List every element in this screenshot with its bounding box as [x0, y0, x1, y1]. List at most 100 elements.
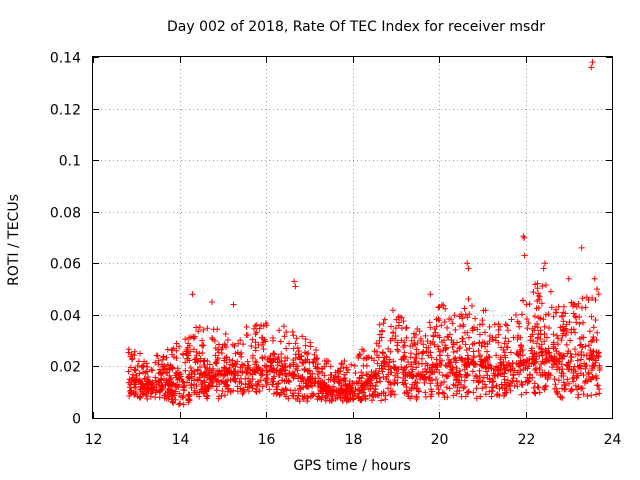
- data-point: [539, 283, 546, 290]
- data-point: [413, 364, 420, 371]
- data-point: [253, 321, 260, 328]
- data-point: [177, 394, 184, 401]
- data-point: [380, 358, 387, 365]
- data-point: [400, 318, 407, 325]
- data-point: [274, 380, 281, 387]
- data-point: [565, 380, 572, 387]
- data-point: [326, 387, 333, 394]
- data-point: [401, 342, 408, 349]
- data-point: [263, 375, 270, 382]
- data-point: [478, 356, 485, 363]
- data-point: [541, 323, 548, 330]
- data-point: [480, 362, 487, 369]
- data-point: [190, 346, 197, 353]
- data-point: [590, 324, 597, 331]
- data-point: [507, 363, 514, 370]
- data-point: [276, 371, 283, 378]
- data-point: [301, 367, 308, 374]
- data-point: [562, 331, 569, 338]
- data-point: [221, 340, 228, 347]
- data-point: [495, 326, 502, 333]
- data-point: [344, 395, 351, 402]
- data-point: [240, 362, 247, 369]
- data-point: [376, 374, 383, 381]
- data-point: [504, 344, 511, 351]
- data-point: [520, 362, 527, 369]
- data-point: [174, 365, 181, 372]
- data-point: [470, 389, 477, 396]
- data-point: [170, 391, 177, 398]
- data-point: [477, 393, 484, 400]
- data-point: [525, 320, 532, 327]
- data-point: [307, 382, 314, 389]
- data-point: [485, 365, 492, 372]
- data-point: [291, 278, 298, 285]
- data-point: [125, 368, 132, 375]
- data-point: [137, 350, 144, 357]
- data-point: [427, 380, 434, 387]
- data-point: [459, 338, 466, 345]
- data-point: [374, 360, 381, 367]
- data-point: [152, 359, 159, 366]
- data-point: [542, 383, 549, 390]
- data-point: [172, 396, 179, 403]
- data-point: [585, 297, 592, 304]
- data-point: [392, 325, 399, 332]
- data-point: [268, 376, 275, 383]
- data-point: [507, 349, 514, 356]
- data-point: [456, 387, 463, 394]
- data-point: [561, 353, 568, 360]
- data-point: [517, 342, 524, 349]
- data-point: [313, 365, 320, 372]
- data-point: [436, 303, 443, 310]
- data-point: [180, 351, 187, 358]
- data-point: [566, 319, 573, 326]
- data-point: [200, 327, 207, 334]
- data-point: [302, 342, 309, 349]
- data-point: [385, 345, 392, 352]
- data-point: [299, 333, 306, 340]
- data-point: [462, 341, 469, 348]
- data-point: [230, 387, 237, 394]
- data-point: [327, 363, 334, 370]
- data-point: [587, 350, 594, 357]
- data-point: [594, 382, 601, 389]
- data-point: [560, 303, 567, 310]
- data-point: [212, 359, 219, 366]
- data-point: [483, 368, 490, 375]
- data-point: [543, 334, 550, 341]
- data-point: [551, 358, 558, 365]
- data-point: [590, 333, 597, 340]
- data-point: [205, 382, 212, 389]
- data-point: [546, 350, 553, 357]
- data-point: [234, 372, 241, 379]
- data-point: [337, 394, 344, 401]
- data-point: [249, 355, 256, 362]
- data-point: [253, 386, 260, 393]
- data-point: [518, 381, 525, 388]
- data-point: [249, 336, 256, 343]
- data-point: [494, 364, 501, 371]
- data-point: [229, 341, 236, 348]
- data-point: [306, 359, 313, 366]
- data-point: [501, 352, 508, 359]
- data-point: [567, 350, 574, 357]
- y-tick-label: 0.12: [50, 103, 81, 119]
- data-point: [234, 349, 241, 356]
- data-point: [304, 375, 311, 382]
- data-point: [588, 392, 595, 399]
- data-point: [156, 366, 163, 373]
- data-point: [134, 362, 141, 369]
- data-point: [526, 355, 533, 362]
- data-point: [204, 395, 211, 402]
- data-point: [148, 366, 155, 373]
- data-point: [180, 383, 187, 390]
- data-point: [546, 324, 553, 331]
- data-point: [528, 345, 535, 352]
- data-point: [558, 337, 565, 344]
- data-point: [139, 390, 146, 397]
- data-point: [466, 311, 473, 318]
- data-point: [206, 370, 213, 377]
- data-point: [168, 375, 175, 382]
- data-point: [282, 366, 289, 373]
